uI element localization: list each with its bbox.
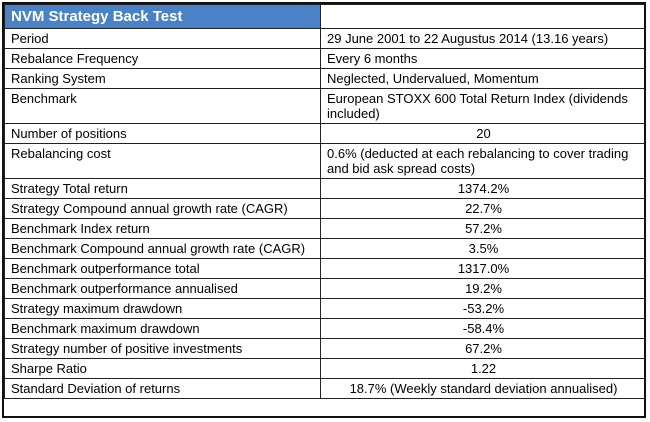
table-title: NVM Strategy Back Test: [4, 4, 321, 29]
table-row: Sharpe Ratio 1.22: [4, 358, 644, 379]
row-label: Strategy Compound annual growth rate (CA…: [4, 198, 321, 219]
table-row: Ranking System Neglected, Undervalued, Mo…: [4, 68, 644, 89]
row-value: 19.2%: [320, 278, 644, 299]
row-value: 57.2%: [320, 218, 644, 239]
row-label: Strategy maximum drawdown: [4, 298, 321, 319]
row-label: Rebalance Frequency: [4, 48, 321, 69]
row-label: Benchmark outperformance total: [4, 258, 321, 279]
row-label: Ranking System: [4, 68, 321, 89]
row-label: Strategy Total return: [4, 178, 321, 199]
row-value: 1.22: [320, 358, 644, 379]
table-row: Benchmark Compound annual growth rate (C…: [4, 238, 644, 259]
row-label: Benchmark: [4, 88, 321, 124]
table-row: Rebalance Frequency Every 6 months: [4, 48, 644, 69]
table-row: Strategy maximum drawdown -53.2%: [4, 298, 644, 319]
backtest-table-body: NVM Strategy Back Test Period 29 June 200…: [4, 4, 644, 399]
row-label: Rebalancing cost: [4, 143, 321, 179]
row-value: 18.7% (Weekly standard deviation annuali…: [320, 378, 644, 399]
row-value: Neglected, Undervalued, Momentum: [320, 68, 644, 89]
row-label: Strategy number of positive investments: [4, 338, 321, 359]
row-value: -53.2%: [320, 298, 644, 319]
row-value: 67.2%: [320, 338, 644, 359]
row-label: Benchmark Index return: [4, 218, 321, 239]
row-label: Number of positions: [4, 123, 321, 144]
table-row: Benchmark outperformance annualised 19.2%: [4, 278, 644, 299]
table-row: Rebalancing cost 0.6% (deducted at each r…: [4, 143, 644, 179]
row-value: 0.6% (deducted at each rebalancing to co…: [320, 143, 644, 179]
table-header-blank-cell: [320, 4, 644, 29]
row-label: Period: [4, 28, 321, 49]
row-label: Benchmark maximum drawdown: [4, 318, 321, 339]
row-label: Sharpe Ratio: [4, 358, 321, 379]
backtest-table: NVM Strategy Back Test Period 29 June 200…: [4, 4, 644, 399]
table-row: Benchmark Index return 57.2%: [4, 218, 644, 239]
table-row: Strategy Total return 1374.2%: [4, 178, 644, 199]
row-label: Benchmark outperformance annualised: [4, 278, 321, 299]
backtest-table-frame: NVM Strategy Back Test Period 29 June 200…: [2, 2, 646, 418]
row-value: -58.4%: [320, 318, 644, 339]
table-row: Number of positions 20: [4, 123, 644, 144]
row-value: 29 June 2001 to 22 Augustus 2014 (13.16 …: [320, 28, 644, 49]
table-row: Period 29 June 2001 to 22 Augustus 2014 (…: [4, 28, 644, 49]
row-value: 20: [320, 123, 644, 144]
row-value: 1374.2%: [320, 178, 644, 199]
row-label: Standard Deviation of returns: [4, 378, 321, 399]
table-row: Benchmark outperformance total 1317.0%: [4, 258, 644, 279]
table-row: Strategy Compound annual growth rate (CA…: [4, 198, 644, 219]
table-row: Benchmark maximum drawdown -58.4%: [4, 318, 644, 339]
row-value: 22.7%: [320, 198, 644, 219]
table-row: Benchmark European STOXX 600 Total Return…: [4, 88, 644, 124]
table-row: Strategy number of positive investments 6…: [4, 338, 644, 359]
row-label: Benchmark Compound annual growth rate (C…: [4, 238, 321, 259]
row-value: 3.5%: [320, 238, 644, 259]
row-value: 1317.0%: [320, 258, 644, 279]
row-value: Every 6 months: [320, 48, 644, 69]
row-value: European STOXX 600 Total Return Index (d…: [320, 88, 644, 124]
table-header-row: NVM Strategy Back Test: [4, 4, 644, 29]
table-row: Standard Deviation of returns 18.7% (Week…: [4, 378, 644, 399]
